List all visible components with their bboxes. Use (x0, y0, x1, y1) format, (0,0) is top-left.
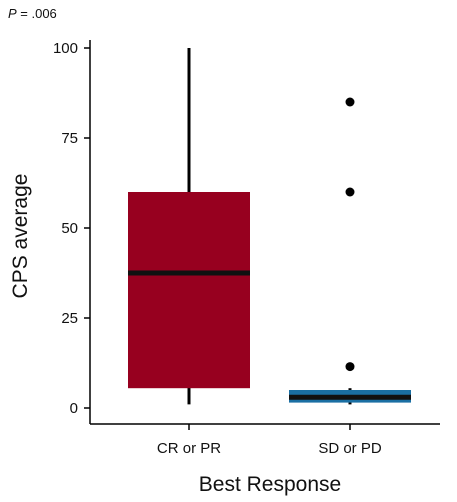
p-value-text: = .006 (17, 6, 57, 21)
outlier-point-sd-or-pd-2 (345, 187, 355, 197)
y-tick-label-50: 50 (61, 220, 78, 237)
y-tick-label-75: 75 (61, 130, 78, 147)
y-tick-label-0: 0 (70, 400, 78, 417)
x-tick-label-cr-or-pr: CR or PR (157, 440, 221, 457)
outlier-point-sd-or-pd-3 (345, 97, 355, 107)
y-tick-label-100: 100 (53, 40, 78, 57)
outlier-point-sd-or-pd-1 (345, 362, 355, 372)
p-value-prefix: P (8, 6, 17, 21)
p-value-annotation: P = .006 (8, 6, 57, 21)
box-cr-or-pr (128, 192, 250, 389)
x-tick-label-sd-or-pd: SD or PD (318, 440, 382, 457)
y-axis-ticks: 0 25 50 75 100 (53, 40, 90, 417)
x-axis-title: Best Response (199, 473, 341, 496)
plot-area (128, 48, 411, 405)
y-tick-label-25: 25 (61, 310, 78, 327)
x-axis-ticks: CR or PR SD or PD (157, 424, 382, 457)
y-axis-title: CPS average (9, 174, 32, 299)
